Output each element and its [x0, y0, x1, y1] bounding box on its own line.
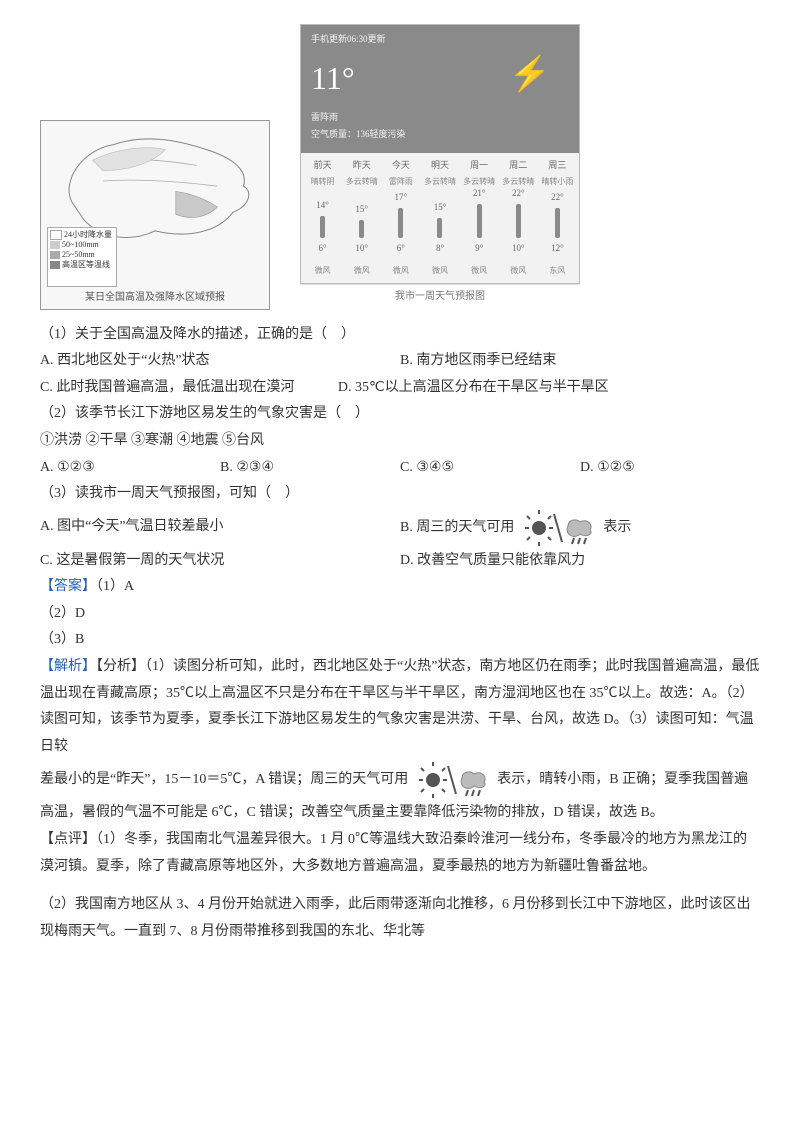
q2-opt-b: B. ②③④: [220, 455, 400, 482]
q3-opt-d: D. 改善空气质量只能依靠风力: [400, 548, 760, 575]
q3-opt-b: B. 周三的天气可用: [400, 508, 760, 548]
answer-3: （3）B: [40, 627, 760, 654]
map-legend: 24小时降水量 50~100mm 25~50mm 高温区等温线: [47, 227, 117, 287]
weather-header: 手机更新06:30更新 11° 雷阵雨 空气质量：136轻度污染 ⚡: [301, 25, 579, 153]
explain-p2: 差最小的是“昨天”，15－10＝5℃，A 错误；周三的天气可用 表示，晴转小雨，…: [40, 760, 760, 827]
q1-opt-c: C. 此时我国普遍高温，最低温出现在漠河: [40, 380, 294, 395]
weather-cond: 雷阵雨: [311, 109, 569, 126]
explain-label: 【解析】: [40, 659, 96, 674]
q1-opt-d: D. 35℃以上高温区分布在干旱区与半干旱区: [338, 380, 609, 395]
map-figure: 24小时降水量 50~100mm 25~50mm 高温区等温线 某日全国高温及强…: [40, 120, 270, 310]
q3-opt-c: C. 这是暑假第一周的天气状况: [40, 548, 400, 575]
analysis-label: 【分析】: [96, 659, 145, 674]
q1-options-row1: A. 西北地区处于“火热”状态 B. 南方地区雨季已经结束: [40, 348, 760, 375]
review-2: （2）我国南方地区从 3、4 月份开始就进入雨季，此后雨带逐渐向北推移，6 月份…: [40, 892, 760, 945]
q3-options-row1: A. 图中“今天”气温日较差最小 B. 周三的天气可用: [40, 508, 760, 548]
weather-wind: 微风 微风 微风 微风 微风 微风 东风: [301, 263, 579, 282]
weather-bars: 14°6° 15°10° 17°6° 15°8° 21°9° 22°10° 22…: [301, 193, 579, 263]
legend-label: 高温区等温线: [62, 257, 110, 272]
weather-caption: 我市一周天气预报图: [300, 284, 580, 310]
answer-1: （1）A: [96, 579, 134, 594]
q3-stem: （3）读我市一周天气预报图，可知（ ）: [40, 481, 760, 508]
answer-2: （2）D: [40, 601, 760, 628]
sun-rain-icon: [418, 760, 488, 800]
q1-stem: （1）关于全国高温及降水的描述，正确的是（ ）: [40, 322, 760, 349]
weather-card: 手机更新06:30更新 11° 雷阵雨 空气质量：136轻度污染 ⚡ 前天 昨天…: [300, 24, 580, 284]
q2-opt-a: A. ①②③: [40, 455, 220, 482]
q2-items: ①洪涝 ②干旱 ③寒潮 ④地震 ⑤台风: [40, 428, 760, 455]
q2-opt-c: C. ③④⑤: [400, 455, 580, 482]
q2-stem: （2）该季节长江下游地区易发生的气象灾害是（ ）: [40, 401, 760, 428]
figures-row: 24小时降水量 50~100mm 25~50mm 高温区等温线 某日全国高温及强…: [40, 24, 760, 310]
bolt-icon: ⚡: [509, 43, 551, 108]
q2-opt-d: D. ①②⑤: [580, 455, 760, 482]
map-caption: 某日全国高温及强降水区域预报: [41, 288, 269, 307]
answer-label: 【答案】: [40, 579, 96, 594]
q1-opt-b: B. 南方地区雨季已经结束: [400, 348, 760, 375]
weather-figure-wrap: 手机更新06:30更新 11° 雷阵雨 空气质量：136轻度污染 ⚡ 前天 昨天…: [300, 24, 580, 310]
weather-aqi: 空气质量：136轻度污染: [311, 126, 569, 143]
q3-options-row2: C. 这是暑假第一周的天气状况 D. 改善空气质量只能依靠风力: [40, 548, 760, 575]
review-label: 【点评】: [40, 832, 96, 847]
explain-p1: （1）读图分析可知，此时，西北地区处于“火热”状态，南方地区仍在雨季；此时我国普…: [40, 659, 759, 754]
weather-days: 前天 昨天 今天 明天 周一 周二 周三: [301, 153, 579, 174]
q3-opt-a: A. 图中“今天”气温日较差最小: [40, 514, 400, 541]
q1-opt-a: A. 西北地区处于“火热”状态: [40, 348, 400, 375]
review-1: （1）冬季，我国南北气温差异很大。1 月 0℃等温线大致沿秦岭淮河一线分布，冬季…: [40, 832, 747, 874]
q2-options: A. ①②③ B. ②③④ C. ③④⑤ D. ①②⑤: [40, 455, 760, 482]
sun-rain-icon: [524, 508, 594, 548]
